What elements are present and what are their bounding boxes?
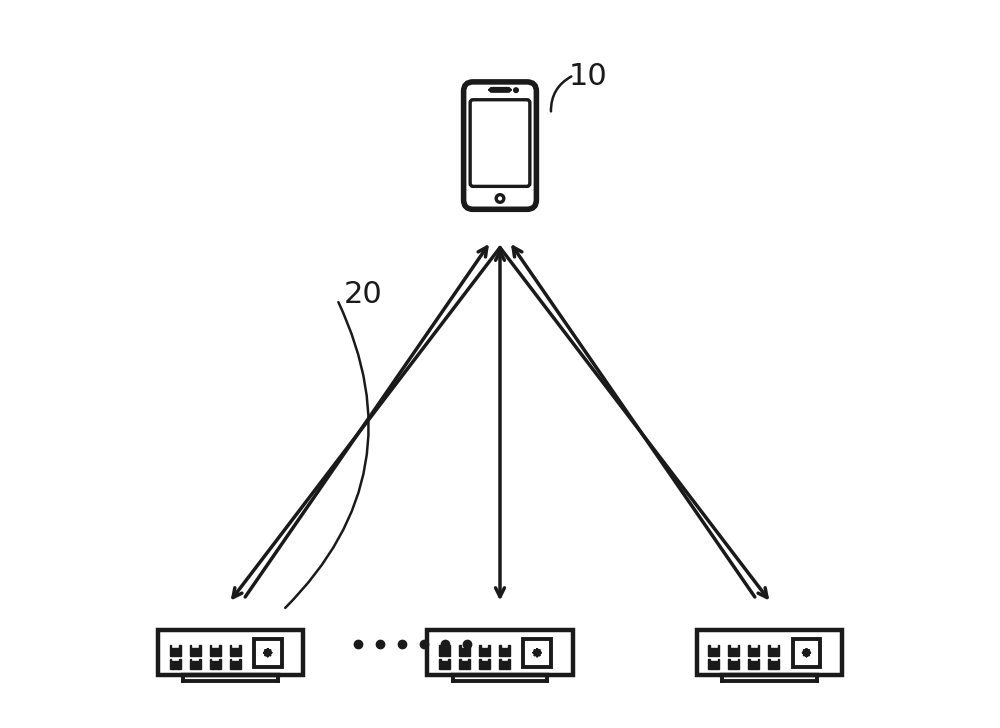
Polygon shape xyxy=(230,646,241,656)
Polygon shape xyxy=(210,646,221,656)
Bar xyxy=(158,630,303,675)
Polygon shape xyxy=(230,659,241,669)
FancyBboxPatch shape xyxy=(490,88,510,92)
Polygon shape xyxy=(459,646,470,656)
Bar xyxy=(697,630,842,675)
Polygon shape xyxy=(210,659,221,669)
Bar xyxy=(254,639,282,667)
Polygon shape xyxy=(479,659,490,669)
Text: 10: 10 xyxy=(569,62,608,91)
FancyBboxPatch shape xyxy=(464,82,536,209)
Polygon shape xyxy=(170,659,181,669)
Circle shape xyxy=(496,194,504,202)
Text: 20: 20 xyxy=(343,280,382,309)
Polygon shape xyxy=(708,659,719,669)
Polygon shape xyxy=(170,646,181,656)
Polygon shape xyxy=(190,659,201,669)
Polygon shape xyxy=(768,646,779,656)
Polygon shape xyxy=(439,646,450,656)
Polygon shape xyxy=(479,646,490,656)
FancyBboxPatch shape xyxy=(470,100,530,186)
Bar xyxy=(427,630,573,675)
Polygon shape xyxy=(708,646,719,656)
Polygon shape xyxy=(728,646,739,656)
Polygon shape xyxy=(499,659,510,669)
Polygon shape xyxy=(728,659,739,669)
Polygon shape xyxy=(459,659,470,669)
Bar xyxy=(793,639,820,667)
Bar xyxy=(523,639,551,667)
Circle shape xyxy=(514,88,518,92)
Polygon shape xyxy=(748,659,759,669)
Polygon shape xyxy=(499,646,510,656)
Polygon shape xyxy=(439,659,450,669)
Polygon shape xyxy=(190,646,201,656)
Polygon shape xyxy=(768,659,779,669)
Polygon shape xyxy=(748,646,759,656)
